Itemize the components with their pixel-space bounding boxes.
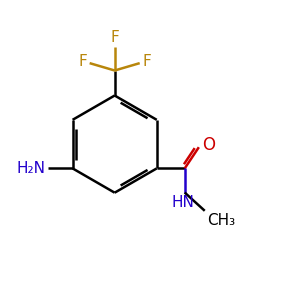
Text: H₂N: H₂N <box>17 161 46 176</box>
Text: F: F <box>142 54 151 69</box>
Text: O: O <box>202 136 215 154</box>
Text: CH₃: CH₃ <box>207 213 235 228</box>
Text: HN: HN <box>172 195 195 210</box>
Text: F: F <box>110 31 119 46</box>
Text: F: F <box>79 54 87 69</box>
